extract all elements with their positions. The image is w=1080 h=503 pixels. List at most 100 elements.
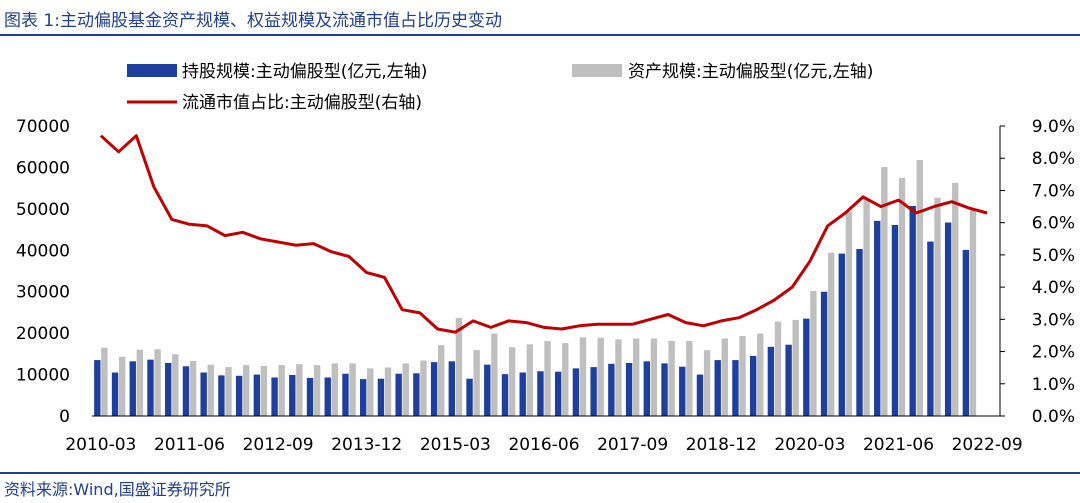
x-tick-label: 2022-09 [952, 435, 1023, 455]
asset-bar [491, 333, 498, 416]
right-tick-label: 8.0% [1032, 149, 1075, 169]
holding-bar [342, 373, 349, 416]
asset-bar [898, 177, 906, 416]
holding-bar [147, 359, 154, 416]
right-tick-label: 2.0% [1032, 343, 1075, 363]
holding-bar [572, 368, 580, 416]
asset-bar [721, 338, 728, 416]
right-tick-label: 1.0% [1032, 375, 1075, 395]
asset-bar [349, 363, 356, 416]
asset-bar [774, 321, 782, 416]
footer-rule [0, 472, 1080, 474]
holding-bar [891, 225, 899, 416]
holding-bar [235, 375, 243, 416]
asset-bar [686, 341, 693, 416]
holding-bar [519, 372, 526, 416]
holding-bar [484, 364, 491, 416]
right-tick-label: 5.0% [1032, 246, 1075, 266]
asset-bar [562, 343, 569, 416]
asset-bar [969, 208, 977, 416]
holding-bar [962, 249, 970, 416]
asset-bar [313, 365, 321, 416]
asset-bar [792, 319, 799, 416]
asset-bar [934, 197, 941, 416]
holding-bar [661, 363, 668, 416]
left-tick-label: 40000 [16, 241, 70, 261]
left-tick-label: 20000 [16, 324, 70, 344]
asset-bar [508, 347, 516, 416]
right-tick-label: 7.0% [1032, 181, 1075, 201]
holding-bar [643, 361, 650, 416]
x-tick-label: 2021-06 [863, 435, 934, 455]
x-tick-label: 2016-06 [508, 435, 579, 455]
holding-bar [395, 373, 402, 416]
asset-bar [136, 349, 144, 416]
left-tick-label: 10000 [16, 366, 70, 386]
left-tick-label: 0 [59, 407, 70, 427]
header-rule [0, 34, 1080, 36]
x-axis: 2010-03 2011-06 2012-09 2013-12 2015-03 2016-… [65, 415, 1023, 455]
holding-bar [625, 362, 633, 416]
asset-bar [827, 252, 835, 416]
asset-bar [101, 347, 108, 416]
legend-swatch-asset [572, 64, 622, 77]
holding-bar [324, 377, 331, 416]
holding-bar [696, 374, 704, 416]
asset-bar [420, 360, 427, 416]
holding-bar [679, 366, 686, 416]
asset-bar [757, 333, 764, 416]
asset-bar [402, 363, 409, 416]
line-series-group [99, 134, 988, 334]
holding-bar [803, 318, 810, 416]
holding-bar [608, 363, 615, 416]
holding-bar [856, 249, 863, 416]
asset-bar [703, 350, 711, 416]
asset-bar [544, 341, 551, 416]
x-tick-label: 2010-03 [65, 435, 136, 455]
left-tick-label: 30000 [16, 283, 70, 303]
asset-bar [650, 338, 658, 416]
asset-bar [739, 336, 746, 416]
figure-title: 图表 1:主动偏股基金资产规模、权益规模及流通市值占比历史变动 [4, 11, 502, 31]
x-tick-label: 2018-12 [686, 435, 757, 455]
left-tick-label: 60000 [16, 158, 70, 178]
asset-bar [863, 198, 870, 416]
holding-bar [501, 374, 509, 416]
legend-label-ratio: 流通市值占比:主动偏股型(右轴) [182, 93, 422, 113]
holding-bar [182, 366, 190, 416]
legend-label-holding: 持股规模:主动偏股型(亿元,左轴) [182, 62, 427, 82]
ratio-line [99, 134, 988, 334]
asset-bar [367, 368, 374, 416]
bar-series-group [94, 159, 977, 416]
holding-bar [714, 360, 721, 416]
chart-legend: 持股规模:主动偏股型(亿元,左轴) 资产规模:主动偏股型(亿元,左轴) 流通市值占比… [127, 62, 873, 113]
legend-label-asset: 资产规模:主动偏股型(亿元,左轴) [628, 62, 873, 82]
holding-bar [944, 222, 952, 416]
holding-bar [874, 220, 881, 416]
asset-bar [810, 290, 817, 416]
asset-bar [278, 365, 285, 416]
holding-bar [289, 374, 296, 416]
x-tick-label: 2015-03 [420, 435, 491, 455]
holding-bar [94, 360, 101, 416]
left-tick-label: 50000 [16, 200, 70, 220]
holding-bar [165, 362, 172, 416]
asset-bar [243, 365, 250, 416]
asset-bar [952, 182, 959, 416]
holding-bar [590, 367, 597, 416]
right-tick-label: 4.0% [1032, 278, 1075, 298]
right-tick-label: 0.0% [1032, 407, 1075, 427]
holding-bar [838, 253, 845, 416]
asset-bar [845, 211, 853, 416]
asset-bar [384, 367, 392, 416]
asset-bar [438, 345, 445, 416]
asset-bar [668, 341, 675, 416]
asset-bar [189, 360, 197, 416]
asset-bar [172, 354, 179, 416]
asset-bar [916, 159, 923, 416]
asset-bar [260, 365, 268, 416]
asset-bar [881, 167, 888, 416]
asset-bar [154, 349, 161, 416]
asset-bar [632, 338, 640, 416]
left-tick-label: 70000 [16, 117, 70, 137]
